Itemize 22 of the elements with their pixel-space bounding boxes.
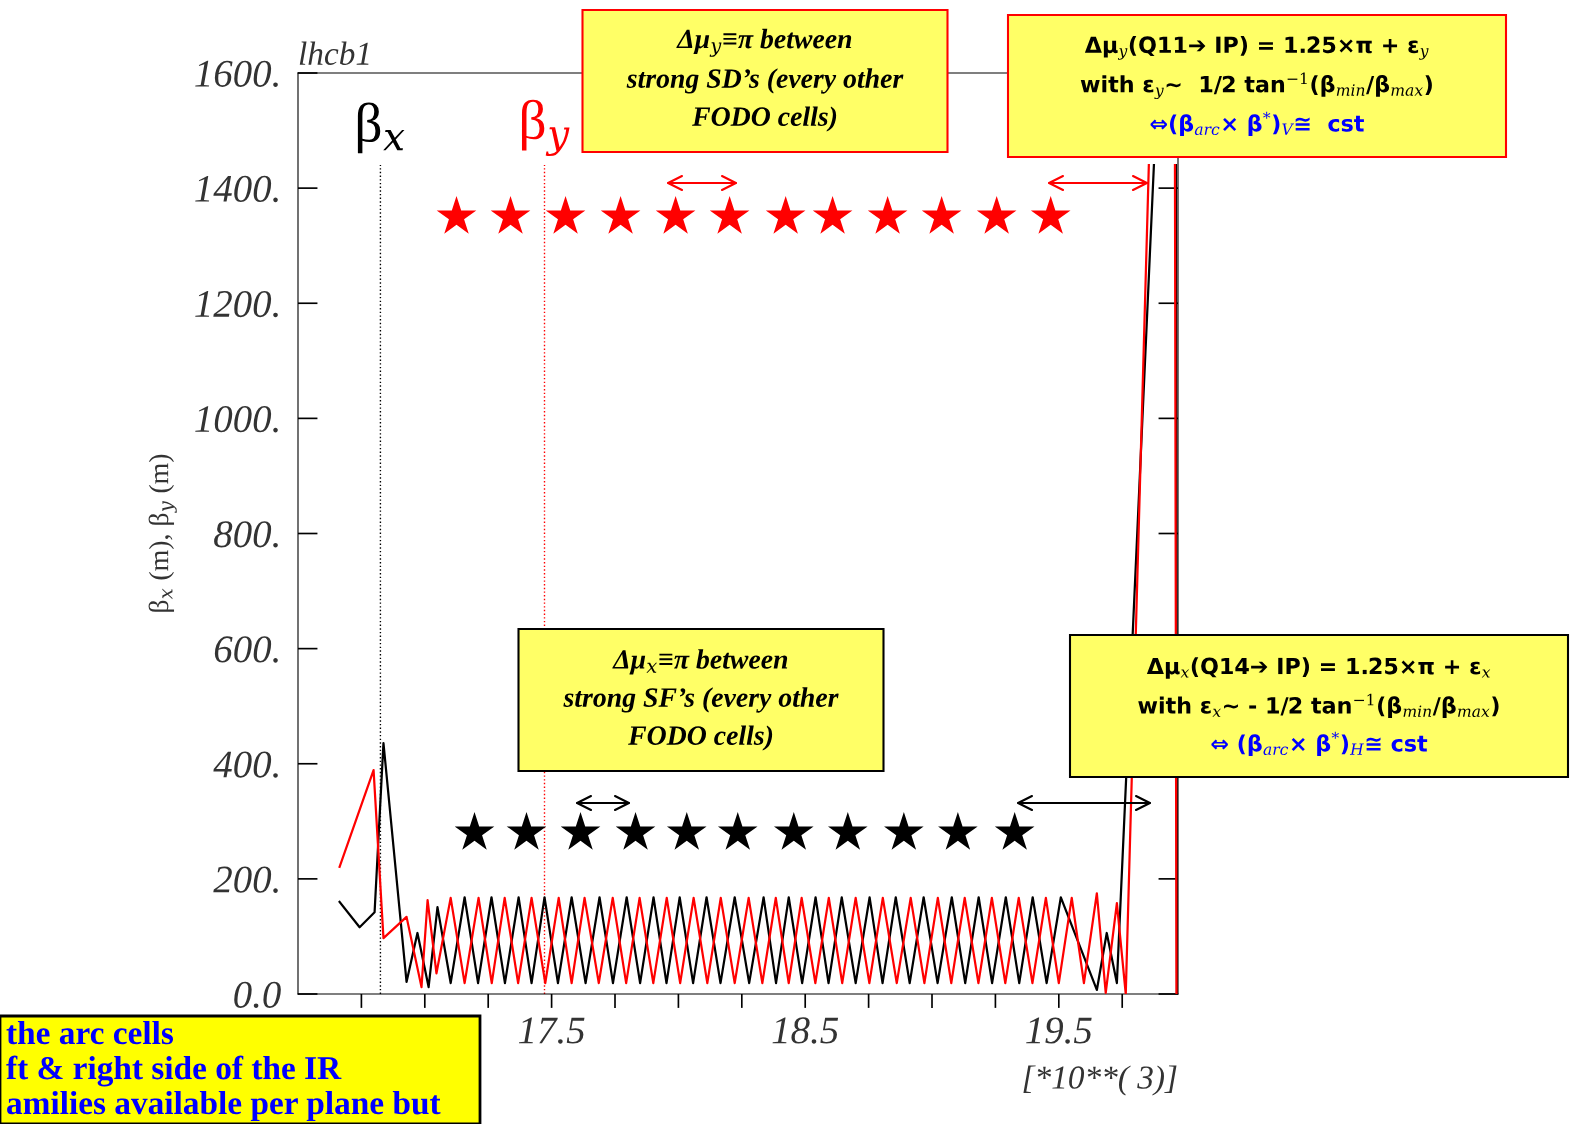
y-tick-label: 1400.: [195, 175, 278, 203]
chart-title: lhcb1: [299, 41, 369, 65]
y-tick-label: 1200.: [195, 290, 278, 318]
text: Δμ$_{x}$(Q14➔ IP) = 1.25×π + ε$_{x}$ with ε$_{x}$~ - 1/2 tan$^{−1}$(β$_{min}$/β$_{max}$) ⇔ (β$_{arc}$× β$^{*}$)$_{H}$≅ cst: [1138, 657, 1499, 757]
y-tick-label: 1600.: [195, 60, 278, 88]
y-tick-label: 0.0: [234, 981, 281, 1009]
y-tick-label: 600.: [214, 636, 278, 663]
ref-line-label: β$_{y}$: [521, 99, 570, 157]
y-tick-label: 800.: [214, 521, 278, 548]
annotation: Δμ$_{y}$≡π between strong SD’s (every other FODO cells): [626, 28, 904, 132]
annotation: Δμ$_{x}$≡π between strong SF’s (every other FODO cells): [563, 649, 839, 751]
y-tick-label: 1000.: [195, 406, 278, 433]
ref-line-label: β$_{x}$: [357, 102, 405, 154]
y-tick-label: 200.: [213, 866, 278, 893]
x-axis-title: [*10**( 3)]: [1023, 1065, 1177, 1096]
x-tick-label: 19.5: [1026, 1017, 1092, 1044]
y-axis-title: β$_{x}$ (m), β$_{y}$ (m): [148, 454, 177, 612]
text: the arc cells ft & right side of the IR amilies available per plane but: [6, 1020, 441, 1122]
text: Δμ$_{y}$(Q11➔ IP) = 1.25×π + ε$_{y}$ with ε$_{y}$~ 1/2 tan$^{−1}$(β$_{min}$/β$_{max}$) ⇔(β$_{arc}$× β$^{*}$)$_{V}$≅ cst: [1080, 36, 1432, 137]
x-tick-label: 17.5: [518, 1017, 585, 1044]
y-tick-label: 400.: [213, 751, 278, 778]
x-tick-label: 18.5: [772, 1017, 839, 1044]
